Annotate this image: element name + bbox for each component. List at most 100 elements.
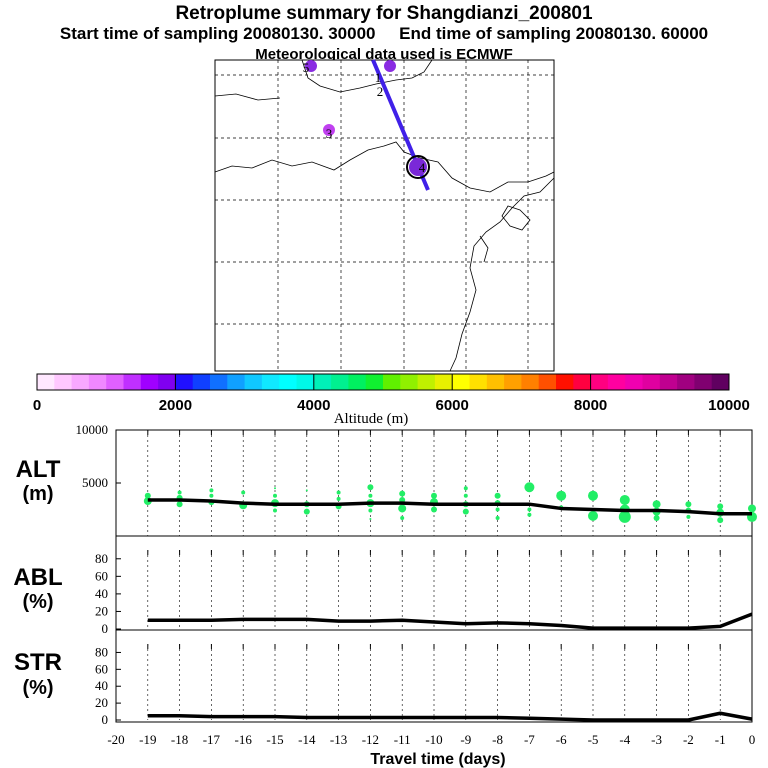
scatter-point [336,490,341,495]
sampling-times: Start time of sampling 20080130. 30000 E… [0,24,768,44]
colorbar-cell [504,374,522,390]
colorbar-cell [140,374,159,390]
colorbar-cell [54,374,73,390]
scatter-point [209,493,214,498]
colorbar-cell [607,374,626,390]
scatter-point [399,490,406,497]
country-borders [214,59,555,372]
x-tick-label: -5 [588,732,599,747]
scatter-point [398,504,407,513]
colorbar-cell [538,374,557,390]
colorbar-tick-label: 2000 [159,397,192,414]
scatter-point [209,488,214,493]
scatter-point [273,493,277,498]
scatter-point [369,518,372,521]
scatter-point [618,510,631,523]
colorbar-cell [694,374,713,390]
scatter-point [495,507,500,512]
colorbar-cell [279,374,297,390]
panel-titles: ALT (m) ABL (%) STR (%) [13,456,62,699]
x-tick-label: -8 [492,732,503,747]
trajectory-marker [305,60,317,72]
colorbar-cell [331,374,349,390]
cluster-label: 2 [377,84,384,99]
trajectory-marker [384,60,396,72]
y-tick-label: 40 [95,586,108,601]
colorbar-cell [71,374,90,390]
chart-title: Retroplume summary for Shangdianzi_20080… [175,3,593,24]
scatter-point [495,515,500,520]
cluster-label: 3 [326,126,333,141]
cluster-labels: 1 2 3 4 5 [303,60,426,175]
colorbar-cell [590,374,609,390]
scatter-point [463,486,468,491]
scatter-point [368,493,373,498]
trajectory-marker [323,124,335,136]
colorbar-axis-label: Altitude (m) [334,411,409,427]
scatter-point [653,514,660,521]
alt-unit: (m) [22,483,53,505]
x-tick-label: -9 [460,732,471,747]
colorbar-cell [383,374,401,390]
x-tick-label: -15 [266,732,283,747]
colorbar-cell [37,374,55,390]
scatter-point [588,510,598,521]
colorbar-cell [625,374,643,390]
scatter-point [273,508,277,513]
scatter-point [686,514,691,519]
scatter-point [748,504,756,513]
altitude-colorbar: 0 2000 4000 6000 8000 10000 Altitude (m) [33,373,750,427]
colorbar-cell [659,374,678,390]
colorbar-cell [711,374,730,390]
x-tick-label: -19 [139,732,156,747]
x-tick-label: -17 [203,732,221,747]
scatter-point [144,492,151,499]
x-tick-label: -18 [171,732,188,747]
scatter-point [685,501,692,508]
cluster-label: 5 [303,60,310,75]
x-tick-label: -12 [362,732,379,747]
x-axis-title: Travel time (days) [370,751,505,768]
str-panel: 80 60 40 20 0 [95,644,753,727]
colorbar-tick-label: 8000 [574,397,607,414]
y-tick-label: 60 [95,661,108,676]
colorbar-cell [573,374,592,390]
colorbar-tick-label: 0 [33,397,41,414]
x-tick-label: -13 [330,732,347,747]
colorbar-cell [556,374,574,390]
scatter-point [177,490,182,495]
x-tick-label: 0 [749,732,756,747]
colorbar-cell [365,374,384,390]
scatter-point [241,490,246,495]
cluster-label: 1 [375,70,382,85]
scatter-point [431,492,437,499]
scatter-point [431,506,437,513]
colorbar-cell [106,374,124,390]
y-tick-label: 40 [95,678,108,693]
y-tick-label: 80 [95,644,108,659]
colorbar-cell [123,374,142,390]
scatter-point [176,501,183,508]
str-unit: (%) [22,677,53,699]
scatter-point [305,489,308,492]
colorbar-cells [37,374,730,390]
x-tick-label: -1 [715,732,726,747]
x-tick-label: -14 [298,732,316,747]
y-tick-label: 10000 [76,422,109,437]
colorbar-cell [296,374,315,390]
series-line [147,612,753,630]
colorbar-cell [192,374,211,390]
x-tick-label: -16 [235,732,253,747]
y-tick-label: 5000 [82,475,108,490]
x-tick-label: -10 [425,732,442,747]
abl-title: ABL [13,564,62,591]
colorbar-cell [261,374,280,390]
colorbar-cell [227,374,246,390]
scatter-point [303,508,310,515]
y-tick-label: 0 [102,621,109,636]
colorbar-cell [434,374,453,390]
y-tick-label: 0 [102,712,109,727]
scatter-point [400,515,405,520]
scatter-point [336,496,341,501]
